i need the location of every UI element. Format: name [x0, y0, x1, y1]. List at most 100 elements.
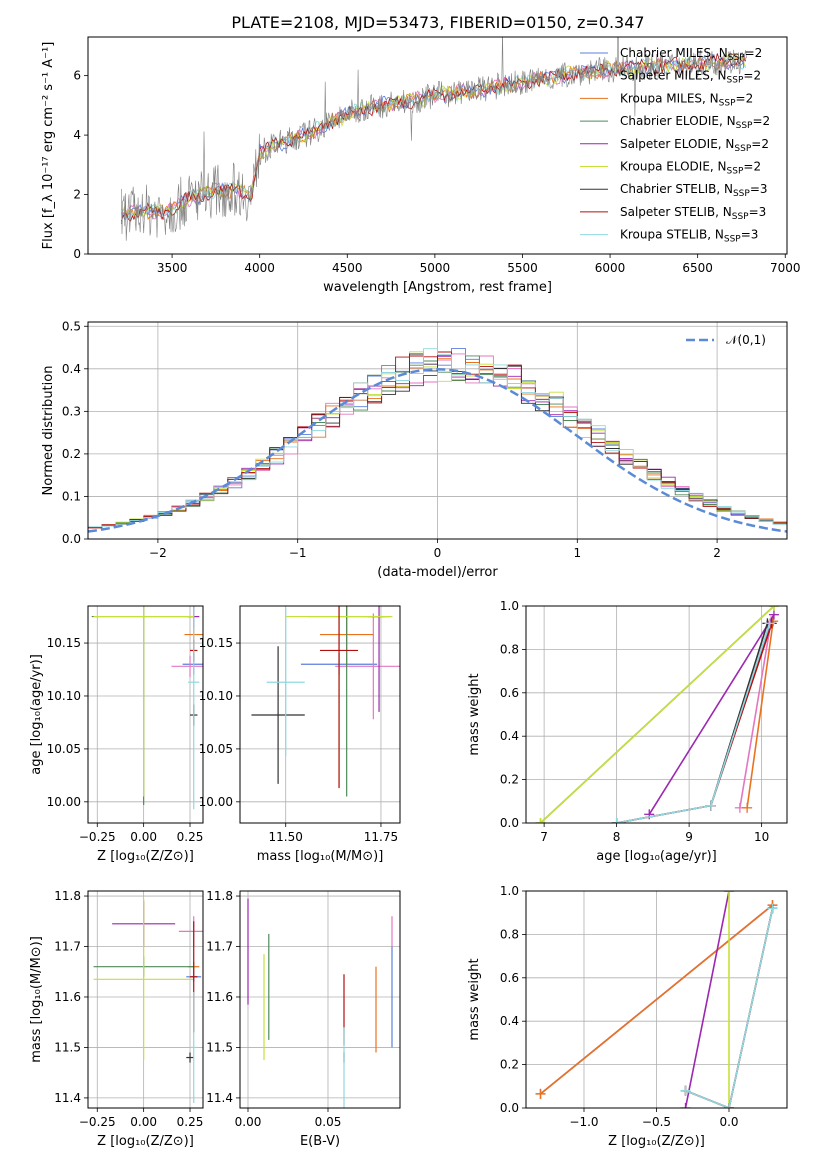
legend-label-rest: =2	[736, 91, 754, 105]
residuals-panel: −2 −1 0 1 2 0.0 0.1 0.2 0.3 0.4 0.5 (data-model)/er…	[41, 319, 788, 580]
y-axis-label: age [log₁₀(age/yr)]	[29, 654, 44, 775]
legend-label-rest: =2	[745, 46, 763, 60]
y-tick-label: 11.7	[54, 940, 81, 954]
legend-label-rest: =2	[743, 160, 761, 174]
y-tick-label: 0.1	[62, 489, 81, 503]
legend-label: Kroupa MILES, NSSP=2	[620, 91, 753, 108]
plus-marker	[680, 1103, 691, 1108]
plus-marker	[764, 618, 775, 629]
mass-weight-line	[616, 623, 769, 823]
legend-label-rest: =3	[741, 228, 759, 242]
y-tick-label: 0	[73, 247, 81, 261]
x-tick-label: −0.25	[79, 1115, 116, 1129]
axes-frame	[87, 605, 204, 824]
errorbar-point	[186, 1052, 194, 1063]
legend-subscript: SSP	[719, 98, 736, 108]
weight-vs-age-panel: 7 8 9 10 0.0 0.2 0.4 0.6 0.8 1.0 age [log₁₀(age/yr…	[467, 599, 788, 864]
x-tick-label: 6500	[682, 261, 713, 275]
mass-weight-line	[539, 606, 775, 823]
legend-subscript: SSP	[732, 212, 749, 222]
age-vs-Z-panel: −0.25 0.00 0.25 10.00 10.05 10.10 10.15 Z [log₁…	[29, 605, 204, 864]
errorbar-point	[93, 898, 194, 1061]
x-tick-label: 0.00	[130, 830, 157, 844]
x-tick-label: 0.00	[235, 1115, 262, 1129]
x-tick-label: 8	[613, 830, 621, 844]
weight-vs-age-plot-area	[535, 606, 779, 823]
x-axis-label: Z [log₁₀(Z/Z⊙)]	[97, 1134, 194, 1149]
y-tick-label: 0.3	[62, 404, 81, 418]
legend-label: Kroupa STELIB, NSSP=3	[620, 228, 758, 245]
legend-subscript: SSP	[724, 235, 741, 245]
age-vs-mass-panel: 11.50 11.75 10.00 10.05 10.10 10.15 mass [log₁…	[199, 605, 401, 864]
y-tick-label: 10.00	[47, 795, 81, 809]
y-tick-label: 10.00	[199, 795, 233, 809]
errorbar-point	[266, 608, 305, 757]
x-tick-label: 11.75	[364, 830, 398, 844]
errorbar-point	[190, 991, 198, 1103]
plus-marker	[611, 818, 622, 823]
axes-frame	[525, 890, 788, 1109]
mass-weight-line	[616, 623, 771, 823]
y-tick-label: 11.5	[54, 1040, 81, 1054]
x-axis-label: E(B-V)	[300, 1134, 340, 1149]
plus-marker	[742, 802, 753, 813]
mass-weight-line	[739, 621, 772, 808]
x-tick-label: 0	[434, 546, 442, 560]
y-tick-label: 0.4	[62, 362, 81, 376]
mass-vs-ebv-plot-area	[247, 898, 393, 1108]
y-tick-label: 0.4	[500, 729, 519, 743]
legend-subscript: SSP	[727, 167, 744, 177]
x-axis-label: Z [log₁₀(Z/Z⊙)]	[97, 849, 194, 864]
errorbar-point	[335, 613, 400, 720]
x-tick-label: 5000	[420, 261, 451, 275]
x-tick-label: −0.5	[642, 1115, 671, 1129]
spectrum-panel: 3500 4000 4500 5000 5500 6000 6500 7000 0 2 4 6 wave…	[41, 36, 801, 295]
legend-subscript: SSP	[734, 144, 751, 154]
y-tick-label: 10.05	[47, 742, 81, 756]
axes-frame	[87, 36, 788, 255]
y-tick-label: 11.6	[206, 990, 233, 1004]
y-tick-label: 0.0	[62, 532, 81, 546]
y-axis-label: Normed distribution	[41, 366, 56, 496]
x-tick-label: 10	[754, 830, 769, 844]
x-tick-label: −2	[149, 546, 167, 560]
y-tick-label: 0.2	[500, 1058, 519, 1072]
axes-frame	[87, 321, 788, 540]
mass-vs-Z-plot-area	[93, 898, 203, 1103]
y-tick-label: 11.4	[54, 1091, 81, 1105]
mass-weight-line	[539, 904, 774, 1095]
y-tick-label: 0.8	[500, 927, 519, 941]
errorbar-point	[188, 606, 200, 810]
x-tick-label: −1.0	[569, 1115, 598, 1129]
x-axis-label: mass [log₁₀(M/M⊙)]	[257, 849, 384, 864]
axes-frame	[87, 890, 204, 1109]
x-axis-label: (data-model)/error	[377, 565, 498, 580]
legend-label: Salpeter MILES, NSSP=2	[620, 69, 761, 86]
legend-label: Chabrier ELODIE, NSSP=2	[620, 114, 770, 131]
plus-marker	[767, 903, 778, 914]
x-tick-label: 1	[573, 546, 581, 560]
x-tick-label: 0.05	[315, 1115, 342, 1129]
x-tick-label: 0.0	[719, 1115, 738, 1129]
mass-vs-Z-panel: −0.25 0.00 0.25 11.4 11.5 11.6 11.7 11.8 Z [log₁…	[29, 889, 204, 1149]
x-tick-label: 4000	[244, 261, 275, 275]
age-vs-Z-plot-area	[91, 606, 203, 810]
mass-weight-line	[685, 908, 774, 1108]
legend-subscript: SSP	[728, 53, 745, 63]
residuals-plot-area	[88, 348, 787, 533]
y-tick-label: 0.5	[62, 319, 81, 333]
legend-label-rest: =2	[752, 114, 770, 128]
plus-marker	[724, 891, 734, 896]
y-tick-label: 0.2	[62, 447, 81, 461]
plus-marker	[535, 1088, 546, 1099]
legend-subscript: SSP	[727, 76, 744, 86]
plus-marker	[705, 800, 716, 811]
errorbar-point	[251, 646, 305, 784]
y-tick-label: 6	[73, 69, 81, 83]
x-axis-label: wavelength [Angstrom, rest frame]	[323, 280, 552, 295]
errorbar-point	[171, 655, 203, 677]
y-tick-label: 10.15	[199, 636, 233, 650]
y-axis-label: mass [log₁₀(M/M⊙)]	[29, 936, 44, 1063]
y-tick-label: 11.7	[206, 940, 233, 954]
